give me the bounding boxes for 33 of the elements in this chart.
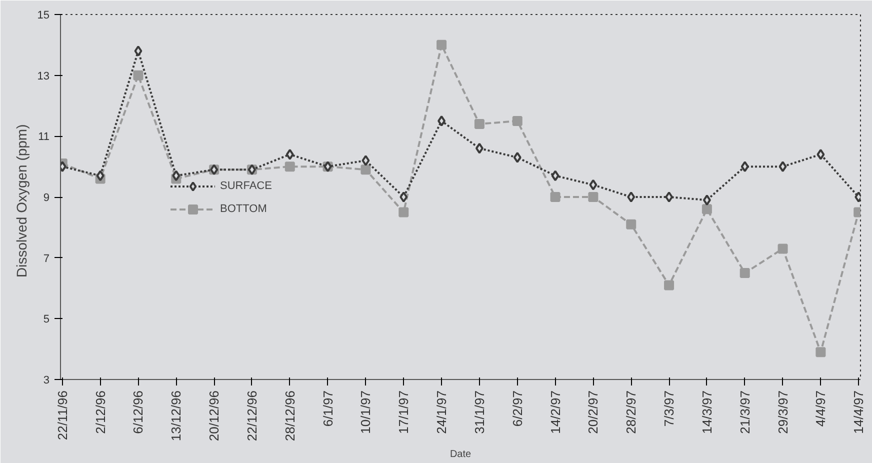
x-tick-label: 2/12/96 — [92, 390, 108, 434]
x-tick-label: 22/12/96 — [244, 390, 260, 442]
legend-label: SURFACE — [220, 180, 272, 192]
x-tick-label: 20/12/96 — [206, 390, 222, 442]
x-tick-label: 14/4/97 — [851, 390, 866, 434]
x-tick-label: 28/12/96 — [282, 390, 298, 442]
y-tick-label: 7 — [43, 252, 50, 265]
x-tick-label: 14/3/97 — [699, 390, 714, 434]
x-tick-label: 22/11/96 — [54, 390, 70, 440]
x-tick-label: 29/3/97 — [775, 390, 790, 434]
x-tick-label: 6/12/96 — [130, 390, 146, 434]
x-tick-label: 14/2/97 — [548, 390, 563, 434]
y-tick-label: 11 — [38, 131, 50, 144]
y-tick-label: 9 — [43, 192, 50, 204]
x-tick-label: 31/1/97 — [472, 390, 487, 434]
x-tick-label: 21/3/97 — [737, 390, 752, 434]
x-tick-label: 6/1/97 — [320, 390, 336, 427]
x-tick-label: 24/1/97 — [434, 390, 450, 434]
x-tick-label: 10/1/97 — [358, 390, 374, 434]
y-tick-label: 3 — [43, 374, 50, 386]
y-tick-label: 5 — [43, 314, 50, 326]
y-tick-label: 15 — [37, 10, 50, 22]
x-tick-label: 28/2/97 — [624, 390, 639, 434]
x-tick-label: 20/2/97 — [586, 390, 601, 434]
x-tick-label: 13/12/96 — [168, 390, 184, 442]
x-axis-title: Date — [450, 449, 472, 460]
x-tick-label: 6/2/97 — [510, 390, 525, 427]
x-tick-label: 4/4/97 — [813, 390, 828, 427]
y-tick-label: 13 — [37, 70, 50, 82]
legend-label: BOTTOM — [220, 203, 267, 215]
y-axis-title: Dissolved Oxygen (ppm) — [13, 124, 30, 278]
x-tick-label: 17/1/97 — [396, 390, 412, 434]
x-tick-label: 7/3/97 — [662, 390, 677, 427]
